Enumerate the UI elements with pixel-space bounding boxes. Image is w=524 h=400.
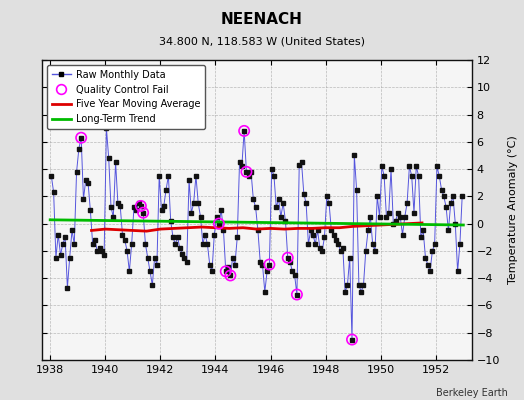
Point [242,169,250,175]
Point [240,128,248,134]
Point [348,336,356,343]
Point [293,291,301,298]
Legend: Raw Monthly Data, Quality Control Fail, Five Year Moving Average, Long-Term Tren: Raw Monthly Data, Quality Control Fail, … [47,65,205,129]
Point [137,203,145,209]
Point [139,210,147,216]
Point [215,220,223,227]
Point [226,272,235,279]
Y-axis label: Temperature Anomaly (°C): Temperature Anomaly (°C) [508,136,518,284]
Text: NEENACH: NEENACH [221,12,303,27]
Point [77,134,85,141]
Text: 34.800 N, 118.583 W (United States): 34.800 N, 118.583 W (United States) [159,36,365,46]
Point [222,268,230,274]
Text: Berkeley Earth: Berkeley Earth [436,388,508,398]
Point [265,261,274,268]
Point [283,254,292,261]
